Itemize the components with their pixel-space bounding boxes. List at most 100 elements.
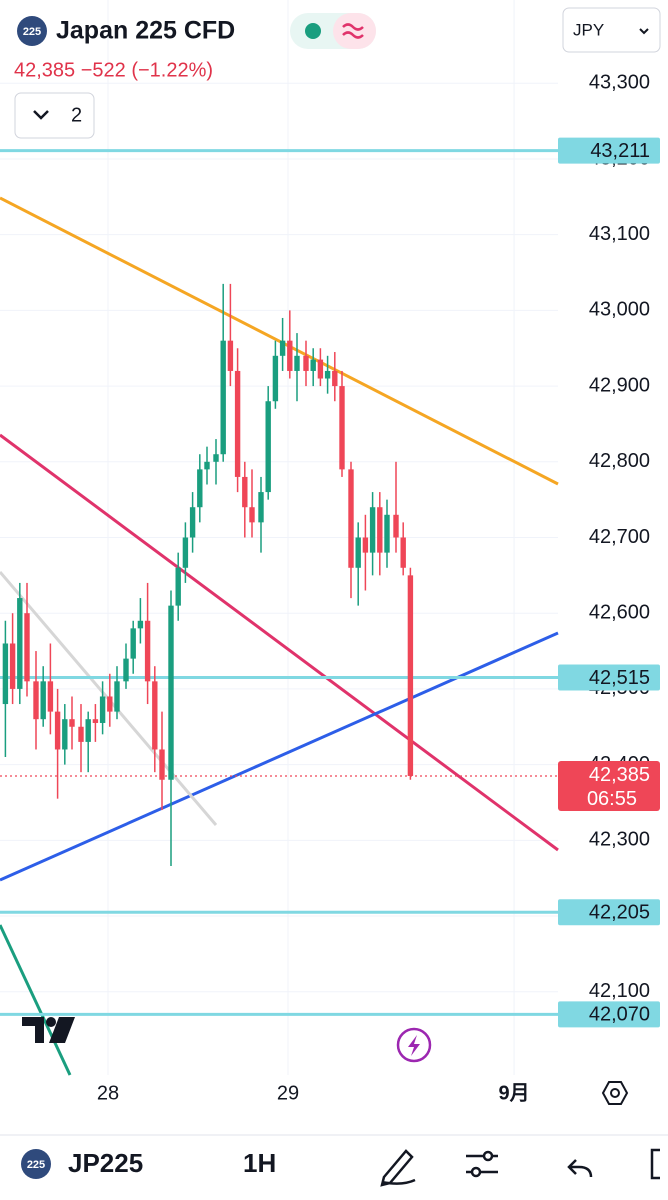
candle-body (303, 355, 309, 371)
candle-body (33, 681, 39, 720)
x-axis: 28 29 9月 (97, 1082, 530, 1104)
y-tick-label: 43,300 (589, 72, 650, 94)
draw-button[interactable] (380, 1149, 416, 1187)
candle-body (393, 514, 399, 538)
candle-body (324, 370, 331, 379)
candle-body (24, 613, 30, 682)
candle-body (332, 370, 338, 387)
candle-body (69, 719, 75, 727)
currency: JPY (573, 20, 604, 39)
level-label: 42,205 (589, 902, 650, 924)
y-tick-label: 42,600 (589, 601, 650, 623)
grid (0, 0, 558, 1075)
candle-body (2, 643, 9, 705)
lightning-icon (408, 1035, 420, 1056)
level-label: 42,070 (589, 1004, 650, 1026)
y-tick-label: 42,900 (589, 374, 650, 396)
indicators-toggle[interactable] (14, 92, 95, 139)
fullscreen-button[interactable] (650, 1148, 660, 1180)
undo-button[interactable] (567, 1159, 593, 1178)
delayed-icon (342, 23, 364, 39)
market-open-dot (305, 23, 321, 39)
candle-body (310, 359, 316, 371)
toolbar-logo (21, 1149, 51, 1179)
chevron (33, 110, 49, 120)
trend-line[interactable] (0, 196, 559, 486)
toolbar-symbol[interactable]: JP225 (68, 1148, 143, 1178)
indicators-button[interactable] (466, 1154, 498, 1174)
y-tick-label: 42,300 (589, 829, 650, 851)
trend-line[interactable] (0, 924, 72, 1076)
candle-body (17, 598, 23, 689)
candle-body (227, 340, 234, 371)
slider-knob (482, 1150, 494, 1162)
x-tick-label: 9月 (499, 1082, 530, 1104)
level-label: 42,515 (589, 667, 650, 689)
trend-line[interactable] (0, 631, 559, 882)
candle-body (54, 711, 61, 750)
candle-body (85, 719, 91, 742)
indicator-count: 2 (71, 104, 82, 126)
tv-logo (22, 1017, 75, 1043)
currency-select[interactable] (562, 7, 661, 53)
candle-body (40, 681, 46, 720)
candle-body (159, 749, 165, 780)
status-pill-right (333, 13, 376, 49)
candle-body (242, 476, 248, 508)
candle-body (189, 507, 196, 538)
last-price-box (558, 760, 660, 811)
y-tick-label: 42,800 (589, 450, 650, 472)
settings-icon (610, 1088, 620, 1098)
candle-body (123, 658, 129, 682)
candle-body (265, 401, 271, 493)
symbol-title[interactable]: Japan 225 CFD (56, 17, 235, 45)
y-axis: 43,30043,20043,10043,00042,90042,80042,7… (589, 72, 650, 1002)
y-tick-label: 43,100 (589, 223, 650, 245)
candle-body (204, 461, 210, 470)
candle-body (287, 340, 293, 371)
y-tick-label: 42,700 (589, 526, 650, 548)
level-label: 43,211 (590, 140, 650, 162)
candle-body (47, 681, 54, 712)
x-tick-label: 28 (97, 1082, 119, 1104)
candle-body (355, 537, 361, 568)
symbol-logo (17, 16, 47, 46)
candle-body (99, 696, 106, 723)
candles (2, 283, 414, 867)
candle-body (197, 469, 203, 508)
level-label-box (558, 137, 660, 164)
candle-body (9, 643, 16, 689)
x-tick-label: 29 (277, 1082, 299, 1104)
last-price-label: 42,385 (589, 764, 650, 786)
level-label-box (558, 664, 660, 691)
candle-body (175, 567, 181, 606)
candle-body (234, 370, 241, 477)
candle-body (317, 359, 324, 379)
candle-body (362, 537, 369, 553)
candle-body (62, 719, 68, 750)
candle-body (213, 454, 219, 462)
candle-body (114, 681, 120, 712)
toolbar-interval[interactable]: 1H (243, 1148, 276, 1178)
candle-body (168, 605, 174, 780)
y-tick-label: 43,000 (589, 299, 650, 321)
settings-button[interactable] (601, 1081, 629, 1105)
candle-body (348, 469, 354, 568)
candle-body (279, 340, 286, 356)
chevron (639, 28, 649, 35)
candle-body (144, 620, 151, 682)
candle-body (152, 681, 158, 750)
levels (0, 149, 558, 1016)
candle-body (377, 507, 383, 553)
countdown-label: 06:55 (587, 788, 637, 810)
candle-body (339, 386, 345, 470)
candle-body (258, 492, 264, 523)
trend-line[interactable] (0, 433, 559, 852)
candle-body (137, 620, 144, 629)
toolbar-logo-text: 225 (27, 1159, 45, 1171)
candle-body (369, 507, 376, 553)
tv-logo-dot (46, 1017, 56, 1027)
